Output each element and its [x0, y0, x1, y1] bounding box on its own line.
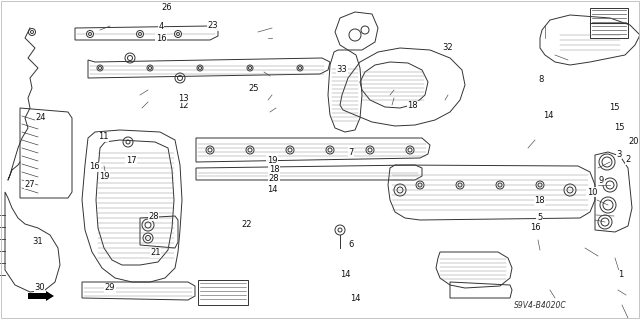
Text: S9V4-B4020C: S9V4-B4020C	[514, 300, 566, 309]
Text: 18: 18	[269, 165, 279, 174]
Text: 14: 14	[340, 271, 351, 279]
Text: 14: 14	[350, 294, 360, 303]
Text: 25: 25	[248, 84, 259, 93]
Text: 24: 24	[35, 113, 45, 122]
Text: 22: 22	[242, 220, 252, 229]
Text: 18: 18	[408, 101, 418, 110]
Text: 13: 13	[178, 94, 188, 103]
Text: FR.: FR.	[11, 291, 25, 300]
Text: 28: 28	[148, 212, 159, 221]
Text: 1: 1	[618, 271, 623, 279]
Text: 28: 28	[269, 174, 279, 183]
Text: 19: 19	[267, 156, 277, 165]
Text: 17: 17	[126, 156, 136, 165]
Text: 2: 2	[626, 155, 631, 164]
Text: 5: 5	[537, 213, 542, 222]
Text: 12: 12	[178, 101, 188, 110]
Text: 16: 16	[156, 34, 166, 43]
Text: 30: 30	[35, 283, 45, 292]
Text: 15: 15	[609, 103, 620, 112]
Text: 8: 8	[538, 75, 543, 84]
Text: 6: 6	[348, 241, 353, 249]
Text: 32: 32	[443, 43, 453, 52]
Text: 14: 14	[267, 185, 277, 194]
Text: 16: 16	[531, 223, 541, 232]
Text: 33: 33	[337, 65, 347, 74]
Text: 27: 27	[24, 180, 35, 189]
Text: 16: 16	[90, 162, 100, 171]
Text: 9: 9	[599, 176, 604, 185]
Text: 15: 15	[614, 123, 625, 132]
Text: 10: 10	[587, 188, 597, 197]
Text: 7: 7	[348, 148, 353, 157]
FancyArrow shape	[28, 291, 54, 301]
Text: 23: 23	[208, 21, 218, 30]
Text: 31: 31	[32, 237, 42, 246]
Text: 3: 3	[616, 150, 621, 159]
Text: 19: 19	[99, 172, 109, 181]
Text: 20: 20	[628, 137, 639, 146]
Text: 18: 18	[534, 197, 545, 205]
Text: 14: 14	[543, 111, 554, 120]
Text: 26: 26	[161, 3, 172, 11]
Text: 11: 11	[99, 132, 109, 141]
Text: 29: 29	[105, 283, 115, 292]
Text: 21: 21	[150, 248, 161, 257]
Text: 4: 4	[159, 22, 164, 31]
